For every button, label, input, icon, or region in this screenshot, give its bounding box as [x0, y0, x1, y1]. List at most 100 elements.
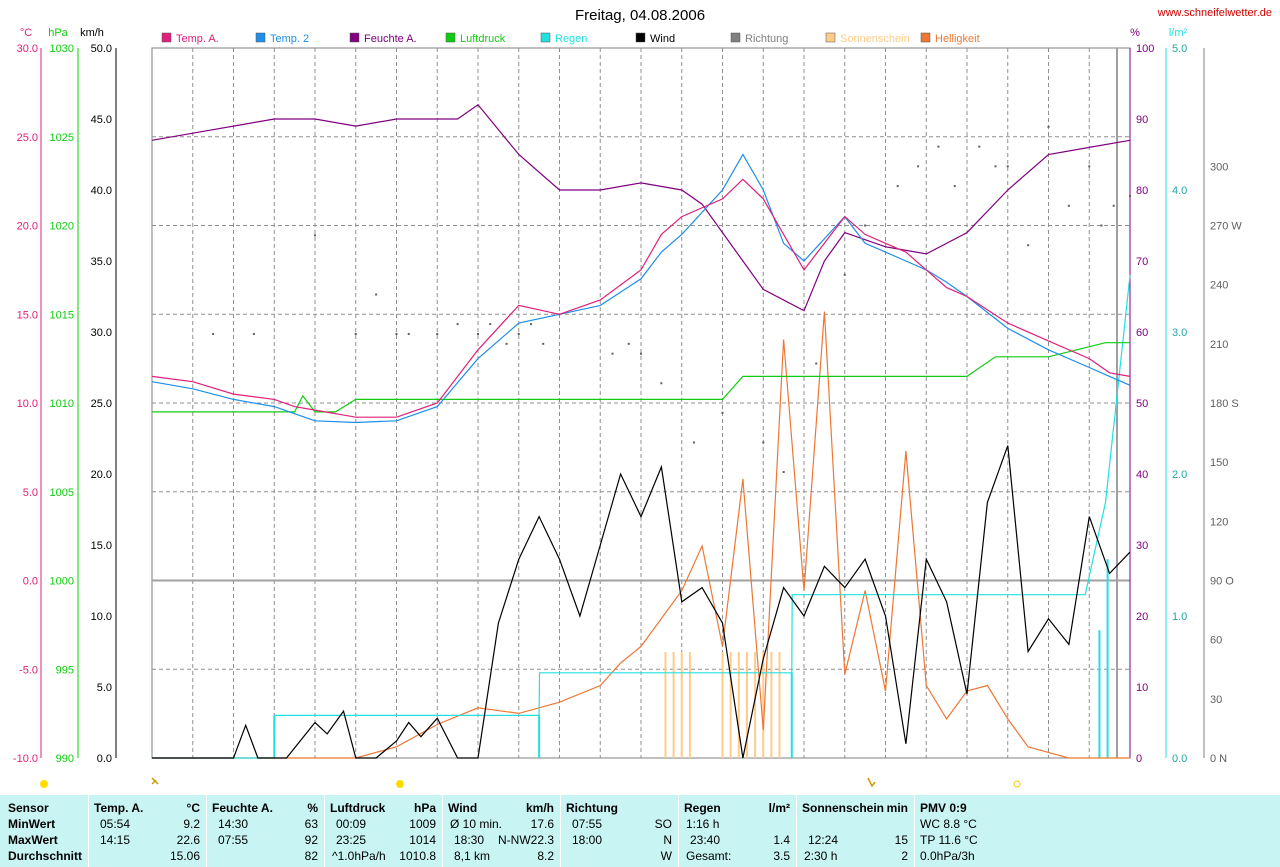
- humidity-tick-label: 0: [1136, 753, 1142, 765]
- pressure-tick-label: 1005: [50, 487, 74, 499]
- direction-point: [1129, 194, 1131, 197]
- temp-tick-label: 20.0: [17, 221, 38, 233]
- stats-sunshine-column: Sonnenschein min 12:24 15 2:30 h 2: [802, 795, 912, 867]
- temp-tick-label: -5.0: [19, 664, 38, 676]
- stats-sensor-column: Sensor MinWert MaxWert Durchschnitt: [8, 795, 88, 867]
- stats-temp-column: Temp. A. °C 05:54 9.2 14:15 22.6 15.06: [94, 795, 204, 867]
- wind-tick-label: 0.0: [97, 753, 112, 765]
- rain-duration: 1:16 h: [686, 817, 720, 831]
- humidity-tick-label: 30: [1136, 540, 1148, 552]
- temp-avg-value: 15.06: [169, 849, 200, 863]
- direction-point: [489, 323, 492, 326]
- sun-icon: [396, 780, 404, 788]
- direction-point: [1006, 165, 1009, 168]
- wind-max-dir: N-NW: [498, 833, 531, 847]
- temp-tick-label: 0.0: [23, 576, 38, 588]
- sunrise-icon: [40, 780, 48, 788]
- pressure-max-value: 1014: [409, 833, 436, 847]
- wind-tick-label: 50.0: [91, 43, 112, 55]
- direction-min-time: 07:55: [572, 817, 603, 831]
- legend-swatch-sonne: [825, 32, 836, 43]
- legend-label-luftdruck: Luftdruck: [460, 33, 506, 45]
- rain-tick-label: 0.0: [1172, 753, 1187, 765]
- direction-point: [1067, 204, 1070, 207]
- direction-point: [953, 185, 956, 188]
- wind-axis-unit: km/h: [80, 27, 104, 39]
- direction-point: [864, 224, 867, 227]
- sunshine-unit: min: [886, 801, 908, 815]
- wind-run: 8,1 km: [454, 849, 491, 863]
- temp-tick-label: 30.0: [17, 43, 38, 55]
- direction-point: [252, 332, 255, 335]
- legend-label-temp_2: Temp. 2: [270, 33, 309, 45]
- direction-point: [375, 293, 378, 296]
- series-regen: [152, 275, 1131, 759]
- series-temp-2: [151, 153, 1131, 424]
- pressure-unit: hPa: [413, 801, 436, 815]
- rain-tick-label: 2.0: [1172, 469, 1187, 481]
- row-label-max: MaxWert: [8, 833, 58, 847]
- wind-header: Wind: [448, 801, 478, 815]
- direction-tick-label: 270 W: [1210, 221, 1242, 233]
- temp-header: Temp. A.: [94, 801, 144, 815]
- direction-min-value: SO: [654, 817, 672, 831]
- direction-max-value: N: [663, 833, 672, 847]
- humidity-tick-label: 100: [1136, 43, 1154, 55]
- humidity-tick-label: 70: [1136, 256, 1148, 268]
- humidity-header: Feuchte A.: [212, 801, 273, 815]
- direction-tick-label: 90 O: [1210, 576, 1234, 588]
- legend-swatch-feuchte: [349, 32, 360, 43]
- direction-point: [762, 441, 765, 444]
- legend-swatch-regen: [540, 32, 551, 43]
- direction-point: [505, 342, 508, 345]
- series-feuchte: [151, 103, 1131, 312]
- pressure-tick-label: 1010: [50, 398, 74, 410]
- weather-icon: [867, 777, 876, 788]
- direction-tick-label: 300: [1210, 161, 1228, 173]
- stats-pressure-column: Luftdruck hPa 00:09 1009 23:25 1014 ^1.0…: [330, 795, 440, 867]
- temp-tick-label: 25.0: [17, 132, 38, 144]
- pressure-trend: ^1.0hPa/h: [332, 849, 386, 863]
- direction-point: [917, 165, 920, 168]
- legend-swatch-richtung: [730, 32, 741, 43]
- direction-point: [1112, 204, 1115, 207]
- wind-max-time: 18:30: [454, 833, 485, 847]
- rain-tick-label: 3.0: [1172, 327, 1187, 339]
- direction-tick-label: 60: [1210, 635, 1222, 647]
- direction-point: [517, 332, 520, 335]
- humidity-max-time: 07:55: [218, 833, 249, 847]
- pressure-axis-unit: hPa: [48, 27, 68, 39]
- direction-point: [407, 332, 410, 335]
- wind-tick-label: 20.0: [91, 469, 112, 481]
- legend-swatch-wind: [635, 32, 646, 43]
- pmv-dewpoint: TP 11.6 °C: [920, 833, 978, 847]
- rain-tick-label: 4.0: [1172, 185, 1187, 197]
- rain-total-label: Gesamt:: [686, 849, 732, 863]
- direction-point: [395, 332, 398, 335]
- humidity-max-value: 92: [304, 833, 318, 847]
- wind-avg-value: 8.2: [537, 849, 554, 863]
- humidity-tick-label: 40: [1136, 469, 1148, 481]
- legend-label-sonne: Sonnenschein: [840, 33, 910, 45]
- direction-point: [627, 342, 630, 345]
- pmv-pressure-trend: 0.0hPa/3h: [920, 849, 975, 863]
- legend-label-wind: Wind: [650, 33, 675, 45]
- temp-min-time: 05:54: [100, 817, 131, 831]
- legend-swatch-temp_a: [161, 32, 172, 43]
- pressure-tick-label: 1025: [50, 132, 74, 144]
- pressure-tick-label: 1015: [50, 309, 74, 321]
- site-url: www.schneifelwetter.de: [1157, 7, 1272, 19]
- direction-point: [978, 145, 981, 148]
- sunshine-duration: 2:30 h: [804, 849, 838, 863]
- pressure-max-time: 23:25: [336, 833, 367, 847]
- pressure-header: Luftdruck: [330, 801, 386, 815]
- pressure-min-value: 1009: [409, 817, 436, 831]
- direction-point: [1100, 224, 1103, 227]
- row-label-avg: Durchschnitt: [8, 849, 83, 863]
- direction-point: [640, 352, 642, 355]
- wind-tick-label: 25.0: [91, 398, 112, 410]
- direction-point: [660, 382, 663, 385]
- rain-tick-label: 1.0: [1172, 611, 1187, 623]
- stats-rain-column: Regen l/m² 1:16 h 23:40 1.4 Gesamt: 3.5: [684, 795, 794, 867]
- temp-min-value: 9.2: [183, 817, 200, 831]
